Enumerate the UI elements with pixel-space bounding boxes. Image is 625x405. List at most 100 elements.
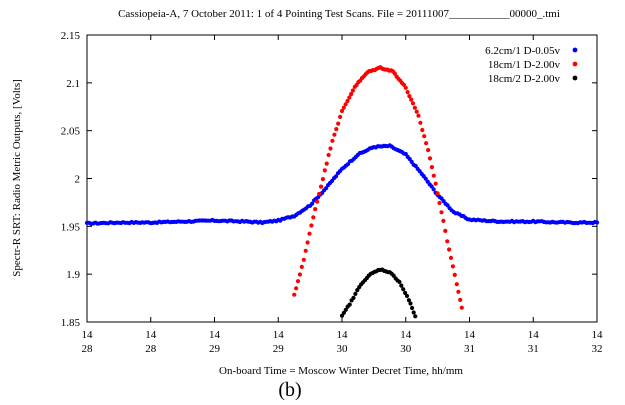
data-point-series-3 — [347, 302, 352, 307]
data-point-series-2 — [338, 114, 343, 119]
data-point-series-2 — [416, 113, 421, 118]
data-point-series-2 — [336, 121, 341, 126]
y-tick-label: 1.95 — [61, 221, 81, 233]
legend-label: 18cm/1 D-2.00v — [488, 59, 561, 71]
data-point-series-2 — [401, 82, 406, 87]
data-point-series-2 — [339, 108, 345, 114]
x-tick-label-hour: 14 — [145, 329, 157, 341]
x-tick-label-minute: 28 — [82, 343, 94, 355]
data-point-series-2 — [292, 292, 297, 297]
y-tick-label: 2.15 — [61, 30, 81, 42]
x-axis-label: On-board Time = Moscow Winter Decret Tim… — [219, 365, 463, 377]
data-point-series-1 — [431, 187, 436, 192]
x-tick-label-minute: 32 — [592, 343, 603, 355]
x-tick-label-hour: 14 — [464, 329, 476, 341]
y-axis-label: Spectr-R SRT: Radio Metric Outputs, [Vol… — [11, 79, 23, 277]
data-point-series-2 — [452, 272, 457, 277]
legend: 6.2cm/1 D-0.05v 18cm/1 D-2.00v 18cm/2 D-2.… — [485, 45, 578, 85]
data-point-series-2 — [433, 181, 438, 186]
data-point-series-2 — [311, 215, 316, 220]
data-point-series-3 — [408, 301, 413, 306]
data-point-series-1 — [423, 176, 428, 181]
chart-title: Cassiopeia-A, 7 October 2011: 1 of 4 Poi… — [118, 8, 560, 20]
legend-label: 18cm/2 D-2.00v — [488, 73, 561, 85]
data-point-series-2 — [427, 156, 433, 161]
data-point-series-1 — [594, 220, 600, 225]
data-point-series-2 — [297, 272, 302, 277]
data-point-series-2 — [405, 90, 410, 95]
data-point-series-2 — [424, 141, 429, 146]
data-point-series-2 — [334, 127, 339, 132]
data-point-series-2 — [313, 207, 318, 212]
data-point-series-3 — [353, 291, 358, 296]
data-point-series-2 — [441, 218, 446, 223]
data-point-series-3 — [343, 307, 348, 312]
data-point-series-2 — [332, 132, 337, 137]
data-point-series-2 — [459, 305, 464, 310]
x-axis: 14 28 14 28 14 29 14 29 14 30 14 30 14 31 14 31 14 32 — [82, 35, 604, 355]
data-point-series-2 — [456, 289, 461, 294]
data-point-series-2 — [458, 297, 463, 302]
data-point-series-3 — [410, 305, 415, 311]
data-point-series-2 — [450, 264, 455, 269]
y-tick-label: 1.9 — [66, 269, 80, 281]
data-point-series-1 — [310, 201, 315, 206]
data-point-series-2 — [443, 228, 448, 233]
data-point-series-2 — [345, 98, 350, 104]
data-point-series-3 — [397, 279, 402, 284]
legend-label: 6.2cm/1 D-0.05v — [485, 45, 560, 57]
legend-marker — [572, 47, 578, 53]
data-point-series-2 — [347, 95, 352, 100]
data-point-series-3 — [399, 283, 404, 288]
data-point-series-2 — [349, 92, 354, 97]
legend-marker — [572, 61, 578, 67]
data-point-series-2 — [418, 120, 423, 125]
x-tick-label-hour: 14 — [592, 329, 604, 341]
data-point-series-3 — [403, 290, 408, 295]
data-point-series-2 — [429, 165, 434, 170]
x-tick-label-minute: 28 — [145, 343, 157, 355]
x-tick-label-minute: 31 — [464, 343, 475, 355]
data-point-series-2 — [454, 282, 459, 287]
y-tick-label: 2.1 — [66, 78, 80, 90]
x-tick-label-hour: 14 — [273, 329, 285, 341]
data-point-series-3 — [413, 314, 418, 319]
y-tick-label: 2.05 — [61, 126, 81, 138]
data-point-series-2 — [301, 257, 306, 262]
data-point-series-2 — [407, 94, 412, 99]
x-tick-label-minute: 30 — [337, 343, 349, 355]
y-tick-label: 1.85 — [61, 317, 81, 329]
data-point-series-2 — [330, 138, 335, 143]
data-point-series-2 — [305, 240, 310, 245]
y-axis: 1.85 1.9 1.95 2 2.05 2.1 2.15 — [61, 30, 597, 329]
data-point-series-3 — [406, 298, 411, 303]
data-point-series-2 — [307, 231, 312, 236]
data-point-series-2 — [324, 161, 329, 166]
data-point-series-2 — [303, 248, 308, 253]
data-point-series-3 — [401, 287, 406, 292]
data-point-series-2 — [435, 191, 440, 196]
x-tick-label-hour: 14 — [400, 329, 412, 341]
data-point-series-2 — [295, 279, 301, 284]
x-tick-label-minute: 31 — [528, 343, 539, 355]
x-tick-label-hour: 14 — [337, 329, 349, 341]
data-point-series-2 — [328, 146, 333, 151]
data-point-series-2 — [318, 184, 324, 189]
x-tick-label-minute: 29 — [273, 343, 285, 355]
data-point-series-2 — [294, 286, 299, 291]
data-point-series-2 — [343, 102, 348, 107]
data-point-series-3 — [355, 288, 360, 293]
data-point-series-2 — [447, 247, 452, 252]
data-point-series-3 — [341, 310, 346, 315]
data-point-series-1 — [324, 186, 329, 191]
data-point-series-2 — [414, 109, 419, 114]
data-point-series-2 — [431, 173, 436, 178]
data-point-series-2 — [426, 148, 431, 153]
data-point-series-2 — [445, 239, 450, 244]
panel-label: (b) — [278, 379, 301, 401]
data-point-series-2 — [410, 101, 416, 106]
data-point-series-2 — [420, 127, 425, 133]
x-tick-label-hour: 14 — [528, 329, 540, 341]
data-point-series-2 — [448, 255, 454, 260]
